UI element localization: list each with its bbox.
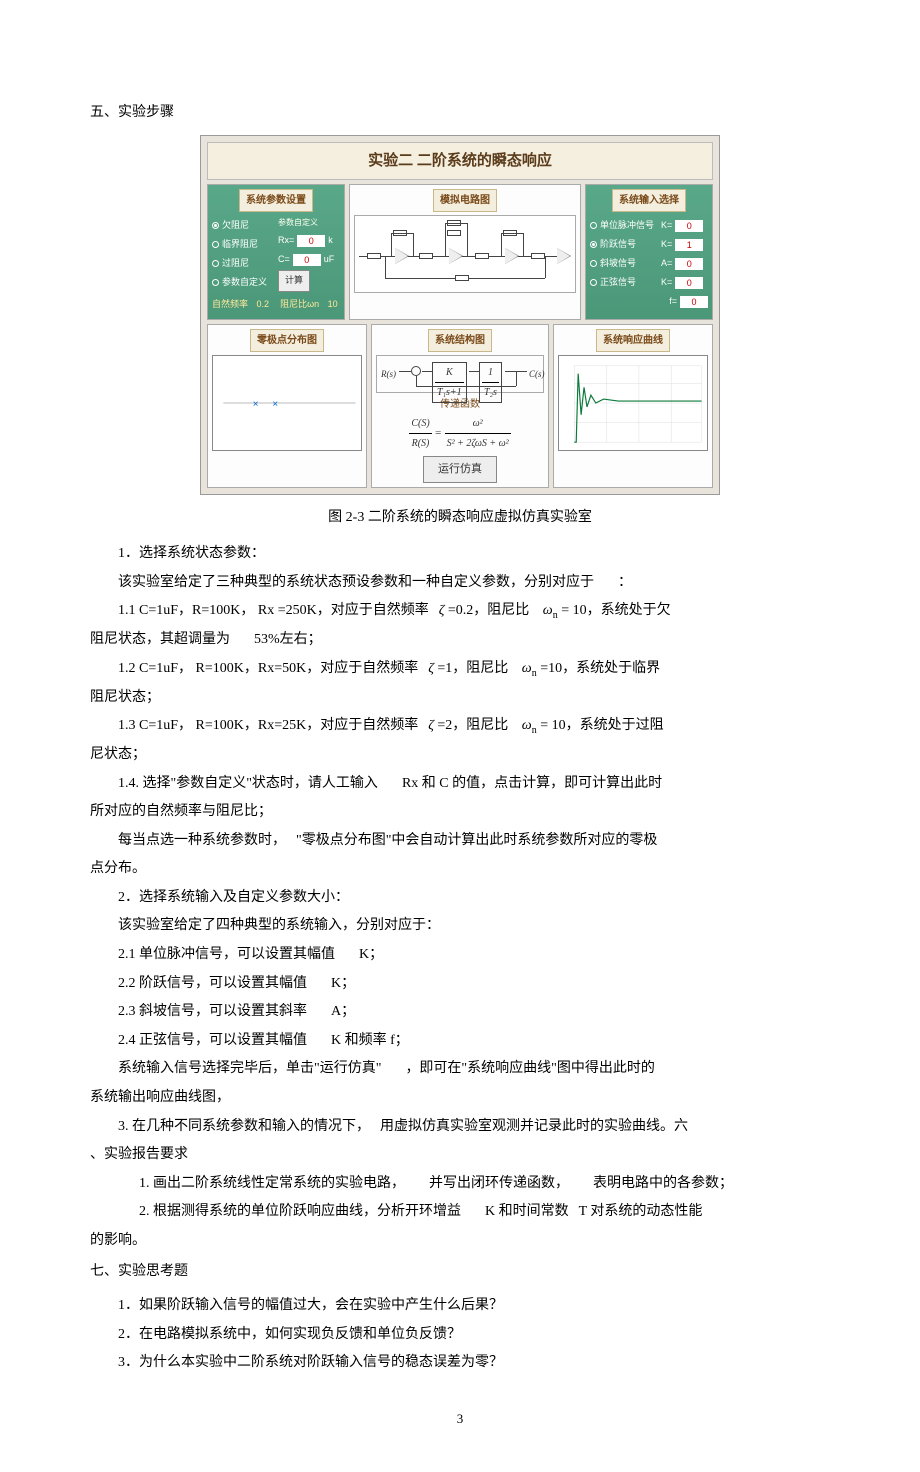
simulation-screenshot: 实验二 二阶系统的瞬态响应 系统参数设置 欠阻尼 临界阻尼 过阻尼 参数自定义 … <box>200 135 720 495</box>
rx-input[interactable]: 0 <box>297 235 325 247</box>
radio-impulse[interactable]: 单位脉冲信号K=0 <box>590 217 708 234</box>
p-5b: 尼状态； <box>90 742 830 769</box>
q-3: 3．为什么本实验中二阶系统对阶跃输入信号的稳态误差为零？ <box>90 1350 830 1377</box>
calc-button[interactable]: 计算 <box>278 270 310 291</box>
q-1: 1．如果阶跃输入信号的幅值过大，会在实验中产生什么后果？ <box>90 1293 830 1320</box>
p-1: 1．选择系统状态参数： <box>90 541 830 568</box>
p-14b: 系统输出响应曲线图， <box>90 1085 830 1112</box>
p-8: 2．选择系统输入及自定义参数大小： <box>90 885 830 912</box>
pole-zero-panel: 零极点分布图 × × <box>207 324 367 488</box>
p-7b: 点分布。 <box>90 856 830 883</box>
p-10: 2.1 单位脉冲信号，可以设置其幅值K； <box>90 942 830 969</box>
q-2: 2．在电路模拟系统中，如何实现负反馈和单位负反馈？ <box>90 1322 830 1349</box>
p-5: 1.3 C=1uF， R=100K，Rx=25K，对应于自然频率ζ =2，阻尼比… <box>90 713 830 740</box>
p-4: 1.2 C=1uF， R=100K，Rx=50K，对应于自然频率ζ =1，阻尼比… <box>90 656 830 683</box>
p-3: 1.1 C=1uF，R=100K， Rx =250K，对应于自然频率ζ =0.2… <box>90 598 830 625</box>
p-17: 2. 根据测得系统的单位阶跃响应曲线，分析开环增益K 和时间常数T 对系统的动态… <box>90 1199 830 1226</box>
wn-out: 10 <box>328 296 338 313</box>
figure-container: 实验二 二阶系统的瞬态响应 系统参数设置 欠阻尼 临界阻尼 过阻尼 参数自定义 … <box>90 135 830 495</box>
radio-custom[interactable]: 参数自定义 <box>212 274 278 291</box>
zeta-out: 0.2 <box>257 296 270 313</box>
section-5-heading: 五、实验步骤 <box>90 100 830 127</box>
response-title: 系统响应曲线 <box>596 329 670 352</box>
sim-title: 实验二 二阶系统的瞬态响应 <box>207 142 713 181</box>
custom-sub-label: 参数自定义 <box>278 215 340 230</box>
pz-title: 零极点分布图 <box>250 329 324 352</box>
step-k-input[interactable]: 1 <box>675 239 703 251</box>
svg-text:×: × <box>272 399 278 410</box>
sine-f-input[interactable]: 0 <box>680 296 708 308</box>
radio-step[interactable]: 阶跃信号K=1 <box>590 236 708 253</box>
block-diagram: R(s) KT₁s+1 1T₂s C(s) <box>376 355 544 393</box>
p-13: 2.4 正弦信号，可以设置其幅值K 和频率 f； <box>90 1028 830 1055</box>
mid-top-title: 模拟电路图 <box>433 189 497 212</box>
pole-zero-plot: × × <box>212 355 362 451</box>
response-curve-panel: 系统响应曲线 <box>553 324 713 488</box>
radio-ramp[interactable]: 斜坡信号A=0 <box>590 255 708 272</box>
radio-sine[interactable]: 正弦信号K=0 <box>590 274 708 291</box>
section-7-heading: 七、实验思考题 <box>90 1259 830 1286</box>
radio-overdamped[interactable]: 过阻尼 <box>212 255 278 272</box>
p-6b: 所对应的自然频率与阻尼比； <box>90 799 830 826</box>
radio-underdamped[interactable]: 欠阻尼 <box>212 217 278 234</box>
svg-text:×: × <box>253 399 259 410</box>
mid-mid-title: 系统结构图 <box>428 329 492 352</box>
p-4b: 阻尼状态； <box>90 685 830 712</box>
sine-k-input[interactable]: 0 <box>675 277 703 289</box>
c-input[interactable]: 0 <box>293 254 321 266</box>
p-14: 系统输入信号选择完毕后，单击"运行仿真"，即可在"系统响应曲线"图中得出此时的 <box>90 1056 830 1083</box>
page-number: 3 <box>90 1407 830 1432</box>
circuit-panel: 模拟电路图 <box>349 184 581 320</box>
response-plot <box>558 355 708 451</box>
run-sim-button[interactable]: 运行仿真 <box>423 456 497 483</box>
impulse-k-input[interactable]: 0 <box>675 220 703 232</box>
p-11: 2.2 阶跃信号，可以设置其幅值K； <box>90 971 830 998</box>
p-6: 1.4. 选择"参数自定义"状态时，请人工输入Rx 和 C 的值，点击计算，即可… <box>90 771 830 798</box>
p-17b: 的影响。 <box>90 1228 830 1255</box>
transfer-function: C(S)R(S) = ω²S² + 2ζωS + ω² <box>376 414 544 453</box>
p-2: 该实验室给定了三种典型的系统状态预设参数和一种自定义参数，分别对应于： <box>90 570 830 597</box>
right-panel-title: 系统输入选择 <box>612 189 686 212</box>
left-panel-title: 系统参数设置 <box>239 189 313 212</box>
p-15: 3. 在几种不同系统参数和输入的情况下，用虚拟仿真实验室观测并记录此时的实验曲线… <box>90 1114 830 1141</box>
analog-circuit-diagram <box>354 215 576 293</box>
figure-caption: 图 2-3 二阶系统的瞬态响应虚拟仿真实验室 <box>90 505 830 532</box>
p-15b: 、实验报告要求 <box>90 1142 830 1169</box>
p-3b: 阻尼状态，其超调量为53%左右； <box>90 627 830 654</box>
p-7: 每当点选一种系统参数时，"零极点分布图"中会自动计算出此时系统参数所对应的零极 <box>90 828 830 855</box>
p-12: 2.3 斜坡信号，可以设置其斜率A； <box>90 999 830 1026</box>
p-9: 该实验室给定了四种典型的系统输入，分别对应于： <box>90 913 830 940</box>
ramp-a-input[interactable]: 0 <box>675 258 703 270</box>
structure-panel: 系统结构图 R(s) KT₁s+1 1T₂s C(s) <box>371 324 549 488</box>
system-param-panel: 系统参数设置 欠阻尼 临界阻尼 过阻尼 参数自定义 参数自定义 Rx=0k C=… <box>207 184 345 320</box>
p-16: 1. 画出二阶系统线性定常系统的实验电路，并写出闭环传递函数，表明电路中的各参数… <box>90 1171 830 1198</box>
input-select-panel: 系统输入选择 单位脉冲信号K=0 阶跃信号K=1 斜坡信号A=0 正弦信号K=0… <box>585 184 713 320</box>
radio-critical[interactable]: 临界阻尼 <box>212 236 278 253</box>
